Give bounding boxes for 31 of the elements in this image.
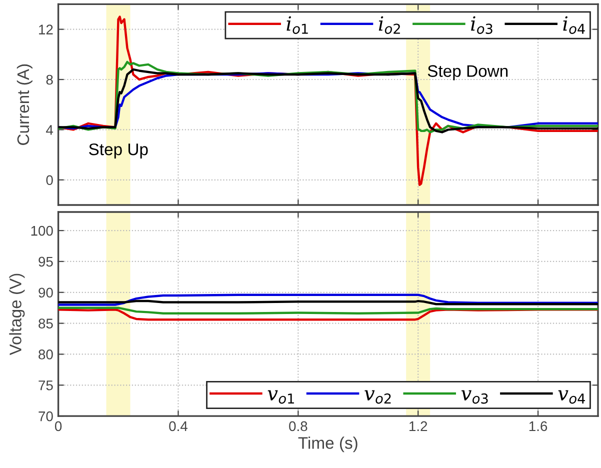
y-tick-label: 0 <box>46 175 53 186</box>
y-tick-label: 80 <box>38 350 53 360</box>
y-tick-label: 70 <box>38 411 53 422</box>
y-tick-label: 85 <box>38 318 53 328</box>
legend-label: v$_{o4}$ <box>558 390 585 404</box>
y-tick-label: 8 <box>46 74 53 85</box>
y-tick-label: 90 <box>38 288 53 298</box>
y-tick-label: 12 <box>39 24 53 34</box>
annotation: Step Up <box>89 143 148 159</box>
annotation: Step Down <box>428 65 508 80</box>
legend-label: i$_{o1}$ <box>286 16 308 34</box>
x-axis-title: Time (s) <box>298 436 358 452</box>
y-tick-label: 75 <box>38 380 53 390</box>
y-tick-label: 4 <box>46 125 54 135</box>
x-tick-label: 0.8 <box>289 421 308 432</box>
y-tick-label: 95 <box>38 256 53 267</box>
y-tick-label: 100 <box>31 226 53 236</box>
y-axis-title: Voltage (V) <box>9 274 25 356</box>
y-axis-title: Current (A) <box>16 64 32 145</box>
x-tick-label: 0 <box>54 421 62 432</box>
legend-label: i$_{o3}$ <box>471 16 492 34</box>
line-series <box>58 308 598 321</box>
legend-label: v$_{o3}$ <box>461 390 488 404</box>
legend-label: i$_{o2}$ <box>378 16 400 34</box>
legend-label: v$_{o1}$ <box>268 390 294 404</box>
legend-label: i$_{o4}$ <box>563 16 585 34</box>
line-series <box>58 294 598 306</box>
x-tick-label: 1.6 <box>529 421 548 432</box>
x-tick-label: 0.4 <box>169 421 188 432</box>
x-tick-label: 1.2 <box>410 421 428 431</box>
legend-label: v$_{o2}$ <box>364 390 391 404</box>
